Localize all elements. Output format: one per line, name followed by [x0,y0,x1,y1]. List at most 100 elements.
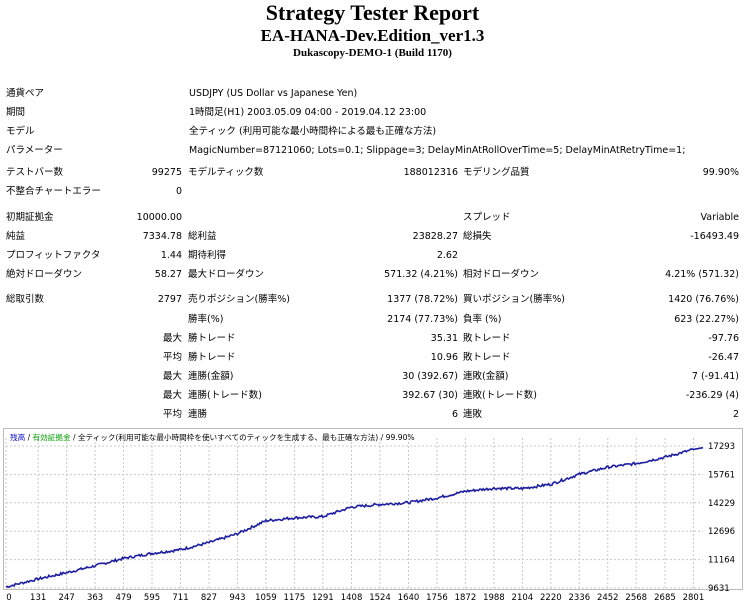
x-tick-label: 2104 [512,593,534,603]
x-tick-label: 711 [172,593,188,603]
quality-value: 99.90% [702,167,739,178]
max-consec-wins-value: 30 (392.67) [402,371,458,382]
balance-chart: 0 131 247 363 479 595 711 827 943 1059 1175 1291 140… [3,428,743,603]
average-word: 平均 [162,352,182,363]
gross-profit-value: 23828.27 [412,231,458,242]
row-model: モデル 全ティック (利用可能な最小時間枠による最も正確な方法) [4,122,741,141]
chart-legend: 残高 / 有効証拠金 / 全ティック(利用可能な最小時間枠を使いすべてのティック… [10,432,415,442]
legend-equity: 有効証拠金 [33,432,71,442]
x-tick-label: 1175 [284,593,306,603]
x-tick-label: 247 [59,593,75,603]
largest-win-label: 勝トレード [188,333,236,344]
deposit-value: 10000.00 [136,212,182,223]
legend-separator: / [71,433,78,442]
x-tick-label: 1408 [341,593,363,603]
bars-label: テストバー数 [6,167,64,178]
net-profit-label: 純益 [6,231,26,242]
row-symbol: 通貨ペア USDJPY (US Dollar vs Japanese Yen) [4,84,741,103]
total-trades-label: 総取引数 [6,294,45,305]
x-tick-label: 2336 [568,593,590,603]
x-tick-label: 2568 [625,593,647,603]
max-consec-loss-label: 連敗(トレード数) [463,390,537,401]
spread-value: Variable [700,212,739,223]
average-win-value: 10.96 [430,352,458,363]
long-positions-label: 買いポジション(勝率%) [463,294,565,305]
profit-factor-label: プロフィットファクタ [6,250,101,261]
largest-word: 最大 [162,333,182,344]
mismatch-label: 不整合チャートエラー [6,186,101,197]
absolute-drawdown-label: 絶対ドローダウン [6,269,83,280]
row-period: 期間 1時間足(H1) 2003.05.09 04:00 - 2019.04.1… [4,103,741,122]
server-name: Dukascopy-DEMO-1 (Build 1170) [293,47,452,59]
avg-consec-losses-label: 連敗 [463,409,483,420]
x-tick-label: 2452 [597,593,619,603]
avg-consec-losses-value: 2 [732,409,739,420]
symbol-label: 通貨ペア [6,88,45,99]
expected-payoff-value: 2.62 [436,250,458,261]
max-consec-wins-label: 連勝(金額) [188,371,234,382]
relative-drawdown-label: 相対ドローダウン [463,269,540,280]
x-tick-label: 1059 [255,593,277,603]
absolute-drawdown-value: 58.27 [154,269,182,280]
x-tick-label: 1872 [455,593,477,603]
max-drawdown-label: 最大ドローダウン [188,269,265,280]
avg-consec-wins-label: 連勝 [188,409,208,420]
profit-trades-label: 勝率(%) [188,314,224,325]
x-tick-label: 1988 [483,593,505,603]
relative-drawdown-value: 4.21% (571.32) [665,269,739,280]
short-positions-label: 売りポジション(勝率%) [188,294,290,305]
y-tick-label: 12696 [708,527,735,537]
gross-loss-label: 総損失 [463,231,492,242]
max-consec-losses-label: 連敗(金額) [463,371,509,382]
y-tick-label: 11164 [708,556,735,566]
params-label: パラメーター [6,145,63,156]
mismatch-value: 0 [175,186,182,197]
legend-separator: / [378,433,385,442]
x-tick-label: 1291 [312,593,334,603]
loss-trades-label: 負率 (%) [463,314,502,325]
x-tick-label: 363 [87,593,103,603]
x-tick-label: 1756 [426,593,448,603]
largest-loss-value: -97.76 [708,333,739,344]
long-positions-value: 1420 (76.76%) [668,294,739,305]
ea-name: EA-HANA-Dev.Edition_ver1.3 [260,26,485,45]
profit-factor-value: 1.44 [160,250,182,261]
max-consec-amount-word: 最大 [162,390,182,401]
max-consec-losses-value: 7 (-91.41) [691,371,739,382]
average-win-label: 勝トレード [188,352,236,363]
net-profit-value: 7334.78 [142,231,182,242]
period-value: 1時間足(H1) 2003.05.09 04:00 - 2019.04.12 2… [189,107,427,118]
x-tick-label: 0 [6,593,11,603]
total-trades-value: 2797 [157,294,182,305]
ticks-value: 188012316 [403,167,458,178]
params-value: MagicNumber=87121060; Lots=0.1; Slippage… [189,145,686,156]
y-tick-label: 15761 [708,470,735,480]
legend-separator: / [25,433,32,442]
x-tick-label: 2685 [654,593,676,603]
period-label: 期間 [6,107,26,118]
quality-label: モデリング品質 [463,167,530,178]
legend-model: 全ティック(利用可能な最小時間枠を使いすべてのティックを生成する、最も正確な方法… [78,432,378,442]
model-value: 全ティック (利用可能な最小時間枠による最も正確な方法) [189,126,437,137]
avg-consec-wins-value: 6 [451,409,458,420]
x-tick-label: 943 [229,593,245,603]
gross-profit-label: 総利益 [188,231,217,242]
max-consec-loss-value: -236.29 (4) [685,390,739,401]
gross-loss-value: -16493.49 [690,231,739,242]
legend-quality: 99.90% [386,433,415,442]
short-positions-value: 1377 (78.72%) [387,294,458,305]
y-tick-label: 14229 [708,499,735,509]
report-table: 通貨ペア USDJPY (US Dollar vs Japanese Yen) … [4,84,741,160]
row-params: パラメーター MagicNumber=87121060; Lots=0.1; S… [4,141,741,160]
x-tick-label: 479 [115,593,131,603]
ticks-label: モデルティック数 [188,167,264,178]
max-drawdown-value: 571.32 (4.21%) [384,269,458,280]
y-tick-label: 9631 [708,584,730,594]
legend-balance: 残高 [10,432,26,442]
x-tick-label: 595 [144,593,160,603]
max-consec-word: 最大 [162,371,182,382]
model-label: モデル [6,126,35,137]
bars-value: 99275 [151,167,182,178]
symbol-value: USDJPY (US Dollar vs Japanese Yen) [189,88,358,99]
x-tick-label: 2801 [683,593,705,603]
